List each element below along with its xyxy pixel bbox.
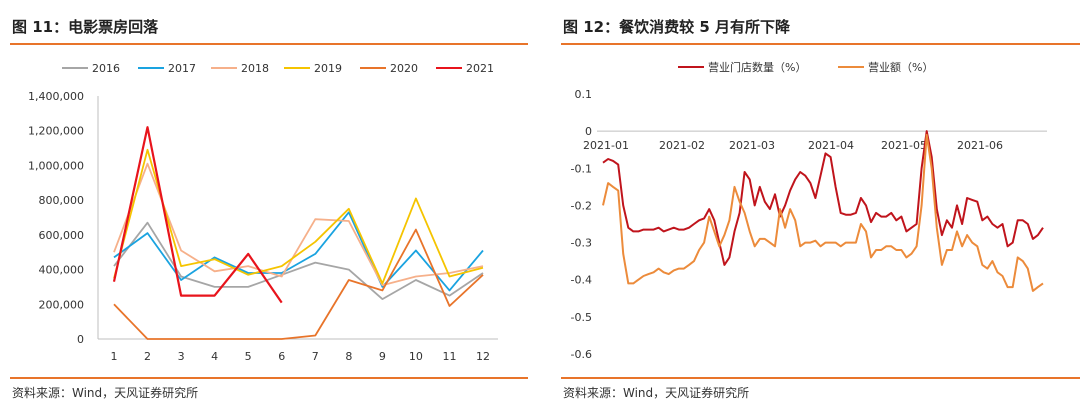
left-chart-title: 图 11：电影票房回落 bbox=[12, 18, 159, 36]
series-line-2019 bbox=[113, 148, 484, 285]
legend-label-2017: 2017 bbox=[168, 62, 196, 75]
y-tick-label: 1,400,000 bbox=[28, 90, 84, 103]
series-line-2021 bbox=[112, 126, 283, 304]
legend-label-2018: 2018 bbox=[241, 62, 269, 75]
x-tick-label: 5 bbox=[245, 350, 252, 363]
legend-label-store-count: 营业门店数量（%） bbox=[708, 60, 806, 74]
box-office-chart: 0 200,000 400,000 600,000 800,000 1,000,000 1,… bbox=[28, 62, 498, 363]
right-source-rule bbox=[561, 377, 1080, 379]
right-chart-title: 图 12：餐饮消费较 5 月有所下降 bbox=[563, 18, 790, 36]
y-tick-label: 1,000,000 bbox=[28, 159, 84, 172]
y-tick-label: 200,000 bbox=[39, 298, 85, 311]
legend-label-2019: 2019 bbox=[314, 62, 342, 75]
x-tick-label: 12 bbox=[476, 350, 490, 363]
x-tick-label: 3 bbox=[178, 350, 185, 363]
y-tick-label: 1,200,000 bbox=[28, 125, 84, 138]
x-tick-label: 8 bbox=[345, 350, 352, 363]
x-tick-label: 2021-05 bbox=[881, 139, 927, 152]
y-tick-label: -0.3 bbox=[571, 237, 592, 250]
series-line-store-count bbox=[602, 130, 1044, 266]
series-line-2018 bbox=[113, 162, 484, 287]
x-tick-label: 2021-02 bbox=[659, 139, 705, 152]
y-tick-label: 600,000 bbox=[39, 229, 85, 242]
y-tick-label: -0.2 bbox=[571, 199, 592, 212]
x-tick-label: 11 bbox=[442, 350, 456, 363]
left-chart-source: 资料来源：Wind，天风证券研究所 bbox=[12, 386, 199, 400]
legend-label-2016: 2016 bbox=[92, 62, 120, 75]
y-tick-label: 800,000 bbox=[39, 194, 85, 207]
right-chart-panel: 图 12：餐饮消费较 5 月有所下降 0.1 0 -0.1 -0.2 -0.3 -0.4 -… bbox=[551, 0, 1080, 411]
series-line-2020 bbox=[113, 228, 484, 340]
legend-label-revenue: 营业额（%） bbox=[868, 60, 933, 74]
x-tick-label: 2021-04 bbox=[808, 139, 854, 152]
x-tick-label: 9 bbox=[379, 350, 386, 363]
left-source-rule bbox=[10, 377, 528, 379]
y-tick-label: -0.6 bbox=[571, 348, 592, 361]
y-tick-label: -0.4 bbox=[571, 274, 592, 287]
series-line-revenue bbox=[602, 133, 1044, 292]
catering-chart: 0.1 0 -0.1 -0.2 -0.3 -0.4 -0.5 -0.6 2021-01 2021-… bbox=[571, 60, 1047, 361]
y-tick-label: 0.1 bbox=[575, 88, 593, 101]
legend-label-2020: 2020 bbox=[390, 62, 418, 75]
right-chart-source: 资料来源：Wind，天风证券研究所 bbox=[563, 386, 750, 400]
x-tick-label: 2021-03 bbox=[729, 139, 775, 152]
y-tick-label: -0.1 bbox=[571, 162, 592, 175]
legend-label-2021: 2021 bbox=[466, 62, 494, 75]
y-tick-label: 400,000 bbox=[39, 264, 85, 277]
y-tick-label: 0 bbox=[585, 125, 592, 138]
y-tick-label: 0 bbox=[77, 333, 84, 346]
left-chart-panel: 图 11：电影票房回落 0 200,000 400,000 600,000 800,00… bbox=[0, 0, 528, 411]
x-tick-label: 4 bbox=[211, 350, 218, 363]
x-tick-label: 6 bbox=[278, 350, 285, 363]
left-title-rule bbox=[10, 43, 528, 45]
x-tick-label: 7 bbox=[312, 350, 319, 363]
x-tick-label: 2021-01 bbox=[583, 139, 629, 152]
x-tick-label: 10 bbox=[409, 350, 423, 363]
x-tick-label: 2 bbox=[144, 350, 151, 363]
y-tick-label: -0.5 bbox=[571, 311, 592, 324]
x-tick-label: 2021-06 bbox=[957, 139, 1003, 152]
x-tick-label: 1 bbox=[111, 350, 118, 363]
right-title-rule bbox=[561, 43, 1080, 45]
